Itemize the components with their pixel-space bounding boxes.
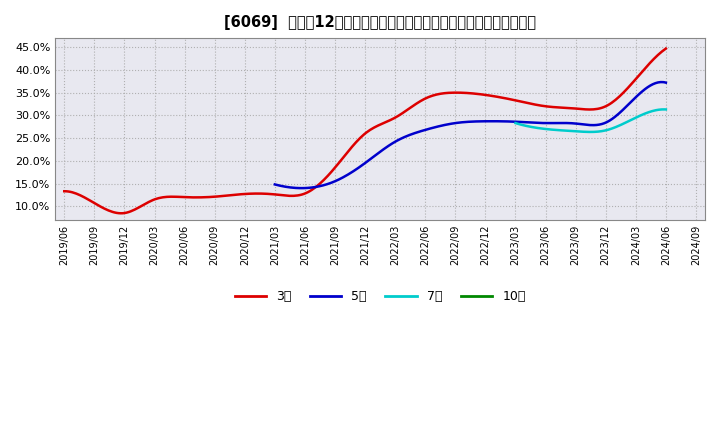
Title: [6069]  売上高12か月移動合計の対前年同期増減率の標準偏差の推移: [6069] 売上高12か月移動合計の対前年同期増減率の標準偏差の推移 [224, 15, 536, 30]
Legend: 3年, 5年, 7年, 10年: 3年, 5年, 7年, 10年 [230, 285, 531, 308]
